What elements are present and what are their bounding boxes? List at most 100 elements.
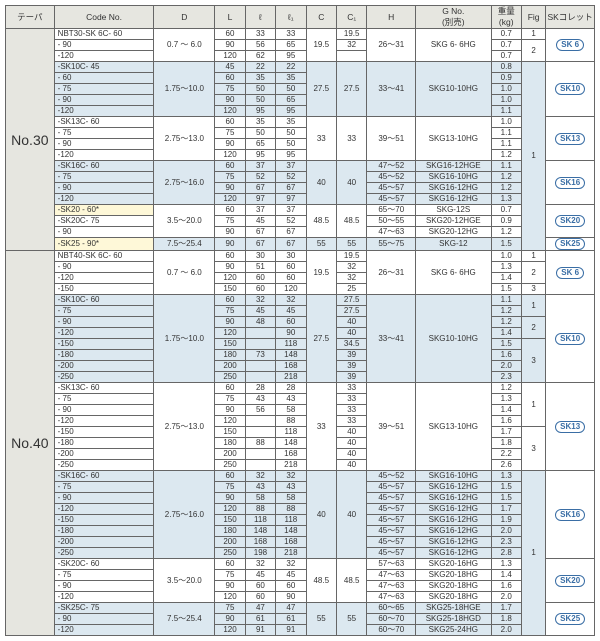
cell: 168	[245, 537, 275, 548]
cell: 50	[276, 128, 306, 139]
cell: 1.8	[491, 614, 521, 625]
cell: 1.7	[491, 427, 521, 438]
cell: 120	[215, 106, 245, 117]
cell: 27.5	[336, 306, 366, 317]
cell: 2.2	[491, 449, 521, 460]
cell: 90	[215, 183, 245, 194]
cell: SKG16-12HG	[416, 526, 491, 537]
cell: 75	[215, 394, 245, 405]
cell: 95	[245, 150, 275, 161]
cell: 1.6	[491, 416, 521, 427]
cell: 1.3	[491, 471, 521, 482]
cell: 33	[245, 29, 275, 40]
cell: 120	[215, 416, 245, 427]
cell: 60～70	[367, 614, 416, 625]
cell: 75	[215, 603, 245, 614]
cell: 40	[336, 460, 366, 471]
cell: 67	[245, 227, 275, 238]
cell: 3.5～20.0	[154, 559, 215, 603]
cell: 19.5	[306, 251, 336, 295]
cell: 1.7	[491, 504, 521, 515]
cell: SKG 6- 6HG	[416, 29, 491, 62]
cell: 32	[276, 471, 306, 482]
sk-collet: SK20	[546, 559, 595, 603]
cell: SKG13-10HG	[416, 383, 491, 471]
code: -120	[54, 592, 154, 603]
code: -SK13C- 60	[54, 383, 154, 394]
col-header: SKコレット	[546, 6, 595, 29]
cell: 50～55	[367, 216, 416, 227]
cell: 2	[521, 317, 545, 339]
cell: 45～57	[367, 548, 416, 559]
cell: 1.0	[491, 251, 521, 262]
cell: 45	[245, 306, 275, 317]
cell: 1	[521, 471, 545, 636]
code: -180	[54, 350, 154, 361]
cell: 43	[276, 482, 306, 493]
cell: 60	[276, 273, 306, 284]
cell: SKG13-10HG	[416, 117, 491, 161]
code: -120	[54, 194, 154, 205]
taper-label: No.30	[6, 29, 55, 251]
cell: 2	[521, 40, 545, 62]
cell: 32	[245, 559, 275, 570]
cell	[336, 51, 366, 62]
cell: 48.5	[336, 205, 366, 238]
cell: 60	[276, 262, 306, 273]
cell: 1.0	[491, 84, 521, 95]
code: - 75	[54, 172, 154, 183]
sk-collet: SK20	[546, 205, 595, 238]
cell: 47～52	[367, 161, 416, 172]
cell: 61	[276, 614, 306, 625]
cell: 0.9	[491, 73, 521, 84]
cell: 45	[245, 570, 275, 581]
cell: 50	[276, 139, 306, 150]
cell: 150	[215, 339, 245, 350]
cell: 40	[336, 328, 366, 339]
cell: 75	[215, 482, 245, 493]
cell: SKG16-10HG	[416, 471, 491, 482]
cell: 97	[245, 194, 275, 205]
cell: 2.75～13.0	[154, 383, 215, 471]
cell: 56	[245, 405, 275, 416]
cell: 148	[276, 350, 306, 361]
cell: 40	[336, 449, 366, 460]
cell: SKG20-16HG	[416, 559, 491, 570]
cell: SKG16-12HG	[416, 515, 491, 526]
cell: 40	[306, 471, 336, 559]
sk-collet: SK16	[546, 471, 595, 559]
cell: 60	[245, 592, 275, 603]
cell: 45～57	[367, 482, 416, 493]
cell: 120	[215, 51, 245, 62]
cell: 118	[276, 339, 306, 350]
cell: 97	[276, 194, 306, 205]
cell: SKG20-18HG	[416, 570, 491, 581]
cell: 1.2	[491, 172, 521, 183]
cell: 1.2	[491, 317, 521, 328]
cell: 75	[215, 128, 245, 139]
cell: 55	[336, 238, 366, 251]
code: -120	[54, 106, 154, 117]
cell: 55～75	[367, 238, 416, 251]
cell: 27.5	[336, 62, 366, 117]
cell: 1.0	[491, 95, 521, 106]
col-header: テーパ	[6, 6, 55, 29]
cell: 32	[276, 295, 306, 306]
cell: SKG25-18HGD	[416, 614, 491, 625]
cell: 60	[215, 117, 245, 128]
cell: 0.9	[491, 216, 521, 227]
sk-collet: SK16	[546, 161, 595, 205]
cell: 1.2	[491, 183, 521, 194]
cell: 60	[245, 581, 275, 592]
col-header: L	[215, 6, 245, 29]
cell: 120	[215, 273, 245, 284]
cell: 200	[215, 449, 245, 460]
cell: 35	[245, 117, 275, 128]
cell: 1.4	[491, 328, 521, 339]
cell: 88	[245, 504, 275, 515]
cell: 1.5	[491, 284, 521, 295]
cell: 60	[215, 471, 245, 482]
cell: 45～52	[367, 172, 416, 183]
cell: 39～51	[367, 117, 416, 161]
cell: 33～41	[367, 62, 416, 117]
